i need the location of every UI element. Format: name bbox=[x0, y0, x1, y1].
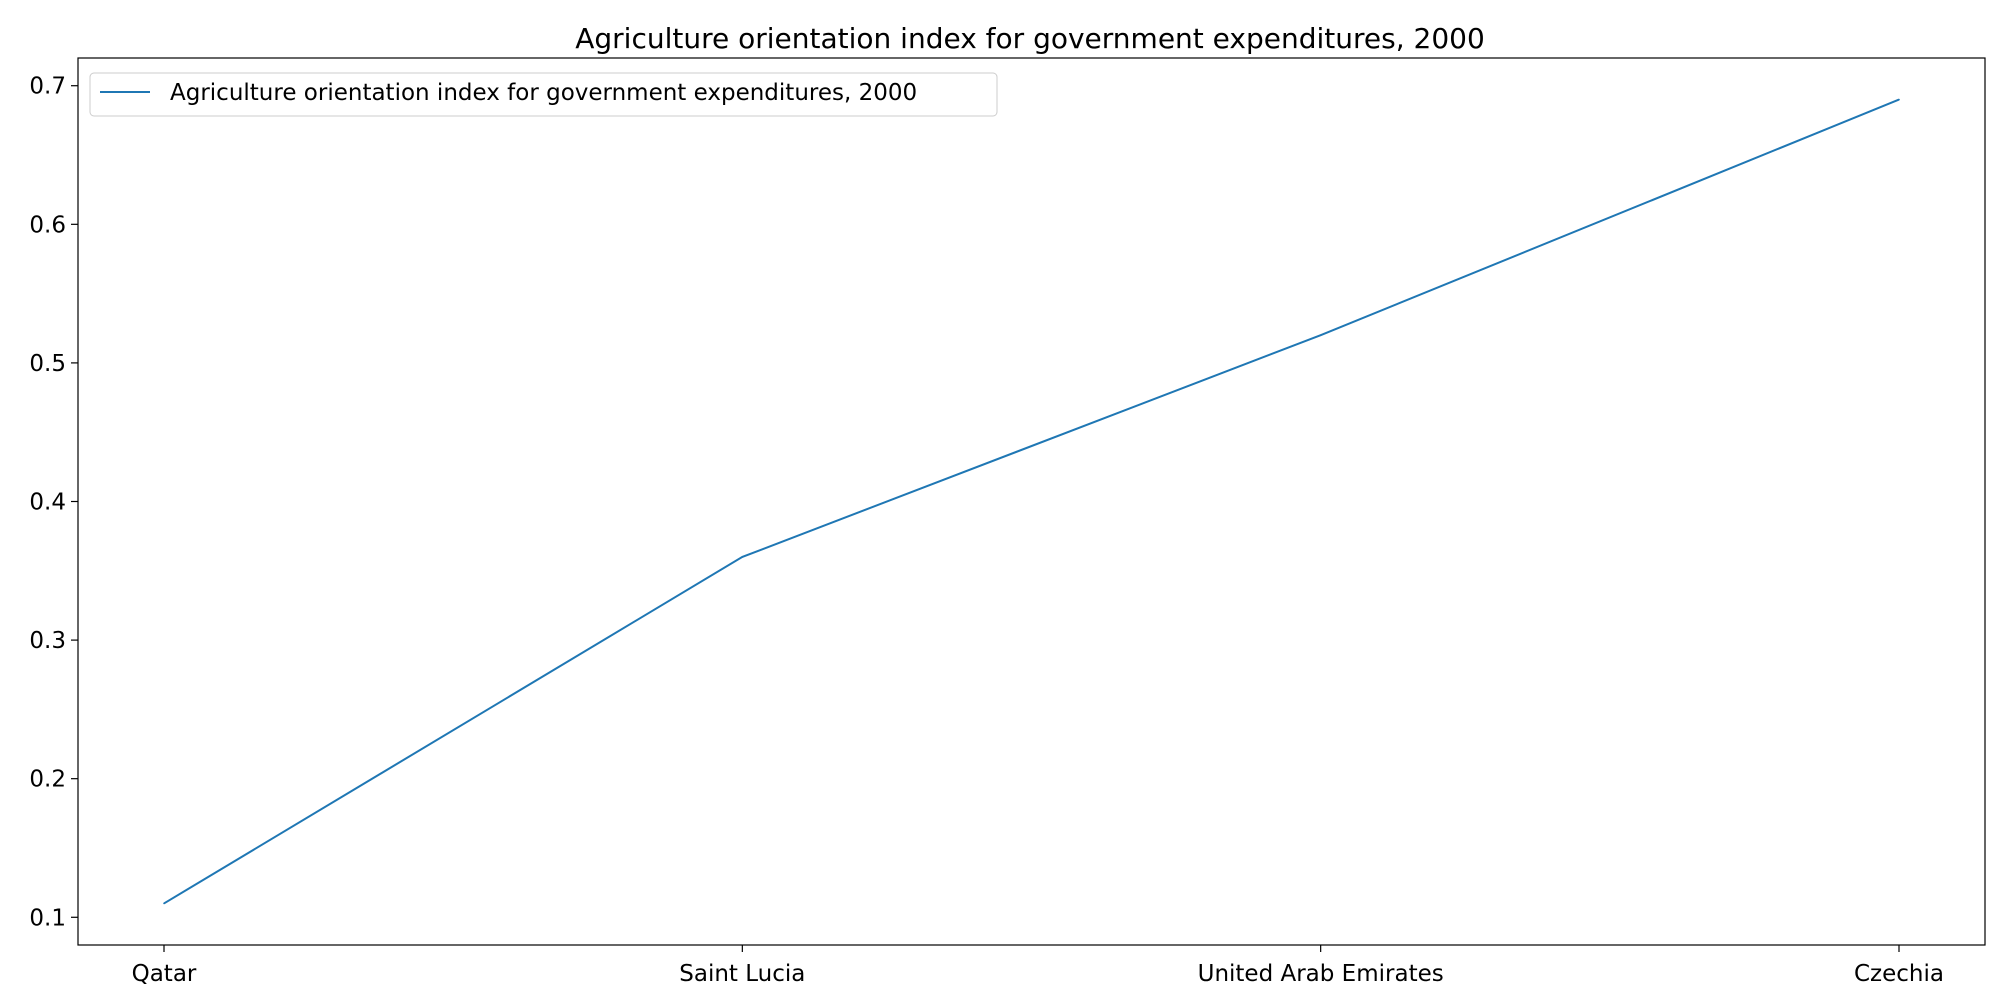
y-axis: 0.1 0.2 0.3 0.4 0.5 0.6 0.7 bbox=[29, 74, 78, 931]
legend: Agriculture orientation index for govern… bbox=[89, 72, 998, 117]
y-tick-label: 0.6 bbox=[29, 212, 66, 238]
y-tick-label: 0.5 bbox=[29, 351, 66, 377]
plot-area bbox=[77, 57, 1986, 946]
y-tick-label: 0.2 bbox=[29, 767, 66, 793]
x-tick-label: Qatar bbox=[132, 961, 197, 987]
y-tick-label: 0.4 bbox=[29, 490, 66, 516]
x-tick-label: Saint Lucia bbox=[679, 961, 805, 987]
series-line bbox=[163, 98, 1900, 905]
y-tick-label: 0.7 bbox=[29, 74, 66, 100]
data-point bbox=[1898, 98, 1900, 101]
x-tick-label: United Arab Emirates bbox=[1198, 961, 1444, 987]
chart-title: Agriculture orientation index for govern… bbox=[575, 22, 1485, 55]
legend-box bbox=[89, 72, 998, 117]
y-tick-label: 0.3 bbox=[29, 628, 66, 654]
data-point bbox=[1319, 334, 1322, 336]
y-tick-label: 0.1 bbox=[29, 905, 66, 931]
data-point bbox=[163, 902, 165, 905]
x-tick-label: Czechia bbox=[1854, 961, 1944, 987]
legend-label: Agriculture orientation index for govern… bbox=[170, 80, 917, 106]
data-point bbox=[741, 556, 744, 558]
x-axis: Qatar Saint Lucia United Arab Emirates Czec… bbox=[132, 945, 1944, 987]
